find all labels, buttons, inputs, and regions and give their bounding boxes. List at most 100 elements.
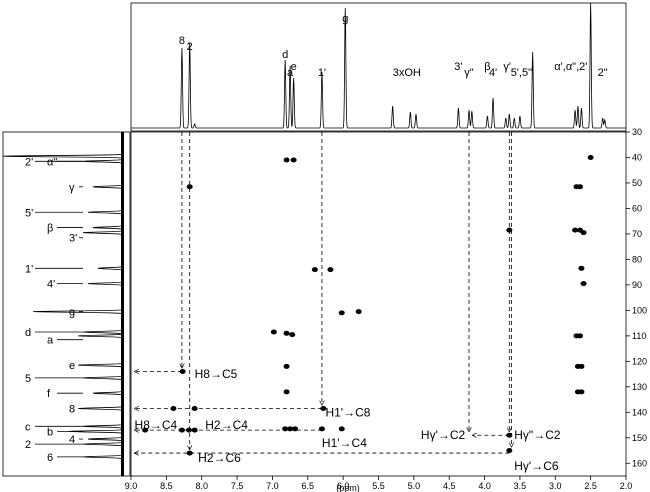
correlation-guides bbox=[135, 132, 511, 453]
cross-peak bbox=[142, 427, 149, 433]
cross-peak bbox=[506, 432, 513, 438]
y-tick-label: 50 bbox=[632, 178, 642, 188]
y-tick-label: 150 bbox=[632, 433, 647, 443]
top-peak-label: a bbox=[287, 67, 294, 79]
y-tick-label: 90 bbox=[632, 280, 642, 290]
left-peak-label: 3' bbox=[69, 233, 77, 245]
top-peak-label: 3' bbox=[454, 61, 462, 73]
top-spectrum-trace bbox=[131, 2, 626, 129]
x-tick-label: 2.0 bbox=[620, 481, 633, 491]
annotation-label: H8→C4 bbox=[135, 418, 178, 432]
cross-peak bbox=[577, 333, 584, 339]
cross-peak bbox=[355, 309, 362, 315]
x-tick-label: 9.0 bbox=[125, 481, 138, 491]
cross-peak bbox=[283, 330, 290, 336]
cross-peak bbox=[289, 332, 296, 338]
top-peak-label: e bbox=[291, 61, 297, 73]
left-peak-label: 2 bbox=[25, 439, 31, 451]
top-peak-label: 4' bbox=[489, 67, 497, 79]
left-peak-label: 4 bbox=[69, 434, 75, 446]
x-tick-label: 8.0 bbox=[195, 481, 208, 491]
left-peak-label: d bbox=[25, 327, 31, 339]
left-peak-label: f bbox=[47, 388, 51, 400]
cross-peak bbox=[573, 184, 580, 190]
cross-peak bbox=[578, 363, 585, 369]
top-peak-label: 8 bbox=[179, 35, 185, 47]
cross-peak bbox=[572, 227, 579, 233]
y-tick-label: 120 bbox=[632, 356, 647, 366]
left-spectrum-frame bbox=[2, 131, 131, 477]
x-tick-label: 5.0 bbox=[408, 481, 421, 491]
cross-peak bbox=[179, 369, 186, 375]
left-peak-label: g bbox=[69, 307, 75, 319]
y-tick-label: 80 bbox=[632, 254, 642, 264]
x-tick-label: 7.0 bbox=[266, 481, 279, 491]
left-peak-label: e bbox=[69, 360, 75, 372]
annotation-label: Hγ'→C2 bbox=[421, 428, 466, 442]
y-tick-label: 60 bbox=[632, 203, 642, 213]
cross-peak bbox=[283, 157, 290, 163]
cross-peak bbox=[338, 426, 345, 432]
annotation-label: H2→C4 bbox=[205, 418, 248, 432]
cross-peak bbox=[287, 426, 294, 432]
cross-peak bbox=[318, 426, 325, 432]
top-peak-label: d bbox=[282, 49, 288, 61]
annotation-label: H1'→C4 bbox=[322, 436, 367, 450]
left-projection-spectrum bbox=[2, 132, 124, 476]
left-peak-label: β bbox=[47, 223, 53, 235]
x-tick-label: 6.0 bbox=[337, 481, 350, 491]
x-tick-label: 3.5 bbox=[514, 481, 527, 491]
top-peak-label: 5',5" bbox=[511, 67, 532, 79]
left-peak-label: 5 bbox=[25, 373, 31, 385]
x-tick-label: 4.0 bbox=[478, 481, 491, 491]
top-peak-label: 2" bbox=[598, 67, 608, 79]
cross-peak bbox=[191, 427, 198, 433]
left-peak-label: c bbox=[25, 421, 31, 433]
cross-peak bbox=[506, 448, 513, 454]
top-projection-spectrum bbox=[131, 2, 626, 129]
y-tick-label: 110 bbox=[632, 331, 646, 341]
left-peak-label: 1' bbox=[25, 263, 33, 275]
y-tick-label: 100 bbox=[632, 305, 647, 315]
annotation-label: Hγ'→C6 bbox=[514, 459, 559, 473]
top-peak-label: γ' bbox=[503, 61, 511, 73]
left-peak-label: 6 bbox=[47, 452, 53, 464]
left-peak-label: α" bbox=[47, 156, 57, 168]
cross-peak bbox=[191, 405, 198, 411]
cross-peak bbox=[338, 310, 345, 316]
cross-peak bbox=[186, 450, 193, 456]
left-peak-labels: 2' α" γ 5' β 3' 1' 4' g d a e 5 f 8 c b 4 2 6 bbox=[25, 156, 83, 464]
left-spectrum-trace bbox=[2, 132, 124, 476]
top-peak-label: 2 bbox=[187, 41, 193, 53]
y-tick-label: 160 bbox=[632, 458, 647, 468]
left-spectrum-baseline bbox=[121, 132, 124, 476]
x-axis: 9.0 8.5 8.0 7.5 7.0 6.5 6.0 5.5 5.0 4.5 4.0 3.5 3.0 2… bbox=[125, 476, 633, 491]
left-peak-label: 2' bbox=[25, 156, 33, 168]
cross-peak bbox=[170, 405, 177, 411]
x-tick-label: 7.5 bbox=[231, 481, 244, 491]
x-tick-label: 4.5 bbox=[443, 481, 456, 491]
cross-peak bbox=[282, 426, 289, 432]
cross-peak bbox=[283, 363, 290, 369]
top-peak-label: g bbox=[342, 13, 348, 25]
x-tick-label: 8.5 bbox=[160, 481, 173, 491]
top-peak-label: 1' bbox=[318, 67, 326, 79]
cross-peak bbox=[320, 405, 327, 411]
cross-peak bbox=[587, 154, 594, 160]
top-spectrum-frame bbox=[130, 2, 627, 132]
x-axis-label: (ppm) bbox=[336, 483, 360, 492]
top-peak-label: α',α",2' bbox=[554, 61, 587, 73]
cross-peak bbox=[186, 184, 193, 190]
top-peak-label: β bbox=[484, 61, 490, 73]
cross-peak bbox=[185, 427, 192, 433]
left-peak-label: a bbox=[47, 335, 54, 347]
left-peak-label: 4' bbox=[47, 279, 55, 291]
left-peak-label: γ bbox=[69, 182, 75, 194]
cross-peak bbox=[270, 329, 277, 335]
left-peak-label: b bbox=[47, 426, 53, 438]
y-tick-label: 30 bbox=[632, 127, 642, 137]
top-peak-label: γ" bbox=[464, 67, 474, 79]
top-peak-label: 3xOH bbox=[393, 67, 421, 79]
cross-peak bbox=[506, 227, 513, 233]
